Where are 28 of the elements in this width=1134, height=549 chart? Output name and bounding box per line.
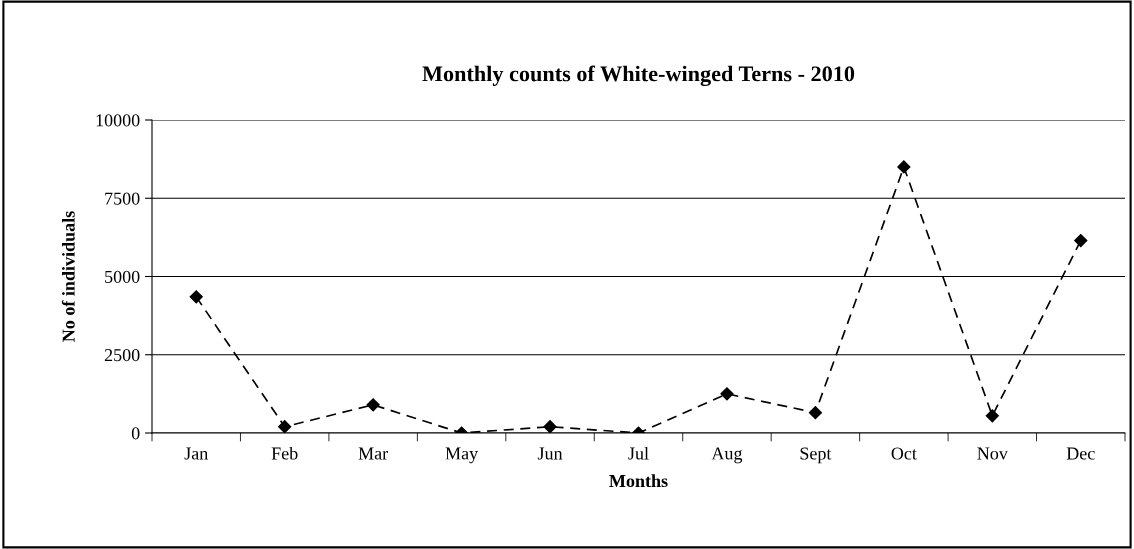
- x-tick-label: Nov: [977, 447, 1008, 460]
- x-tick-label: Dec: [1066, 447, 1095, 460]
- point: [897, 160, 911, 174]
- point: [189, 290, 203, 304]
- point: [278, 420, 292, 433]
- x-tick-label: Oct: [891, 447, 917, 460]
- y-axis-title: No of individuals: [61, 211, 75, 342]
- x-tick-label: Aug: [711, 447, 743, 464]
- y-tick-label: 2500: [104, 349, 140, 362]
- x-tick-label: Feb: [271, 446, 298, 460]
- x-tick-label: Jun: [537, 447, 563, 460]
- chart-title: Monthly counts of White-winged Terns - 2010: [422, 65, 855, 87]
- point: [1074, 233, 1088, 248]
- x-axis-title: Months: [609, 474, 668, 488]
- point: [720, 387, 734, 401]
- x-tick-label: Jul: [628, 446, 649, 460]
- x-tick-label: Mar: [358, 447, 389, 460]
- x-tick-label: Sept: [800, 447, 832, 464]
- y-tick-label: 10000: [96, 114, 140, 127]
- point: [543, 420, 557, 433]
- point: [366, 398, 380, 412]
- y-tick-label: 5000: [105, 270, 140, 283]
- point: [985, 409, 999, 423]
- y-tick-label: 7500: [105, 192, 140, 205]
- x-tick-label: Jan: [184, 447, 208, 460]
- x-tick-label: May: [445, 447, 479, 464]
- point: [808, 406, 822, 420]
- y-tick-label: 0: [131, 427, 140, 440]
